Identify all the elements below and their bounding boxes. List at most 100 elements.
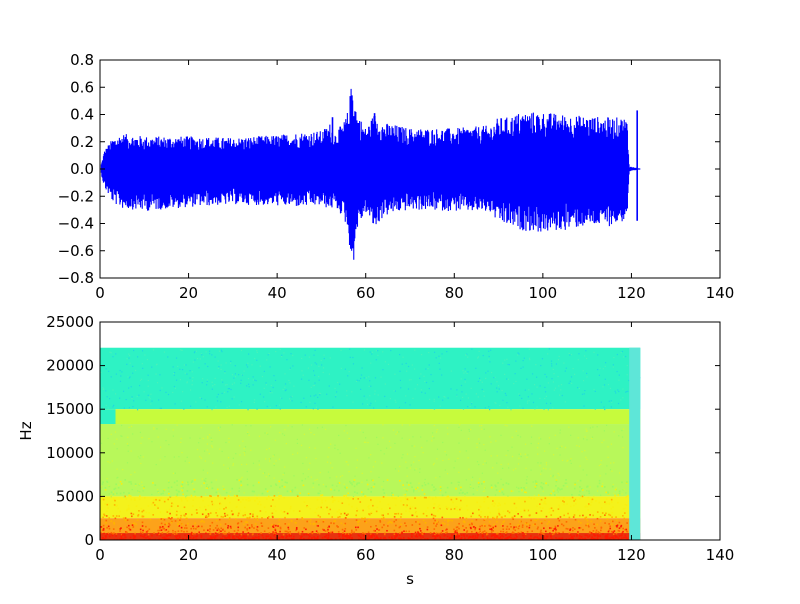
spectrogram-cell <box>493 376 495 379</box>
spectrogram-cell <box>450 388 452 390</box>
spectrogram-cell <box>225 532 227 535</box>
spectrogram-cell <box>322 520 325 523</box>
spectrogram-cell <box>394 373 396 375</box>
spectrogram-cell <box>168 443 170 446</box>
spectrogram-cell <box>397 512 400 515</box>
spectrogram-cell <box>185 496 187 498</box>
spectrogram-cell <box>557 487 560 490</box>
spectrogram-cell <box>132 372 134 374</box>
spectrogram-cell <box>501 491 504 494</box>
spectrogram-cell <box>121 371 123 373</box>
spectrogram-cell <box>132 534 135 537</box>
spectrogram-cell <box>489 409 491 411</box>
spectrogram-cell <box>527 396 529 398</box>
spectrogram-cell <box>221 450 223 453</box>
spectrogram-cell <box>607 456 609 458</box>
spectrogram-cell <box>607 537 609 540</box>
spectrogram-cell <box>460 378 462 380</box>
spectrogram-cell <box>603 501 606 503</box>
spectrogram-cell <box>552 538 554 540</box>
spectrogram-cell <box>291 395 293 397</box>
spectrogram-cell <box>403 537 405 539</box>
spectrogram-cell <box>570 434 572 436</box>
spectrogram-cell <box>589 504 592 506</box>
spectrogram-cell <box>607 446 609 448</box>
spectrogram-cell <box>520 538 522 540</box>
spectrogram-cell <box>287 528 290 531</box>
spectrogram-cell <box>621 537 623 539</box>
spectrogram-cell <box>614 494 616 497</box>
spectrogram-cell <box>618 435 620 437</box>
spectrogram-cell <box>523 357 525 359</box>
spectrogram-cell <box>479 425 481 427</box>
spectrogram-cell <box>411 364 413 366</box>
spectrogram-cell <box>569 354 571 356</box>
spectrogram-cell <box>405 510 407 512</box>
spectrogram-cell <box>559 432 561 434</box>
spectrogram-cell <box>596 517 599 520</box>
spectrogram-cell <box>130 512 133 515</box>
spectrogram-cell <box>195 401 197 403</box>
spectrogram-cell <box>279 431 281 434</box>
spectrogram-cell <box>493 505 496 507</box>
spectrogram-cell <box>415 468 417 470</box>
spectrogram-cell <box>597 535 599 537</box>
spectrogram-cell <box>182 537 184 540</box>
spectrogram-cell <box>174 387 177 389</box>
spectrogram-cell <box>440 532 443 534</box>
spectrogram-cell <box>269 460 271 462</box>
spectrogram-cell <box>544 386 546 389</box>
spectrogram-cell <box>214 532 217 534</box>
spectrogram-cell <box>538 503 541 505</box>
spectrogram-cell <box>355 447 357 449</box>
spectrogram-cell <box>508 528 511 530</box>
spectrogram-cell <box>496 520 498 523</box>
spectrogram-cell <box>199 437 201 439</box>
spectrogram-cell <box>496 517 498 519</box>
spectrogram-cell <box>347 492 350 495</box>
spectrogram-cell <box>596 485 599 488</box>
spectrogram-cell <box>330 488 332 491</box>
spectrogram-cell <box>498 388 500 390</box>
spectrogram-cell <box>589 486 591 488</box>
spectrogram-cell <box>500 463 502 466</box>
spectrogram-cell <box>322 520 325 522</box>
spectrogram-cell <box>348 370 350 373</box>
spectrogram-cell <box>239 454 241 456</box>
spectrogram-cell <box>379 520 381 522</box>
spectrogram-cell <box>454 460 456 462</box>
spectrogram-cell <box>581 495 584 498</box>
spectrogram-cell <box>445 538 448 540</box>
spectrogram-cell <box>123 407 125 409</box>
spectrogram-cell <box>558 519 561 522</box>
spectrogram-cell <box>338 535 340 538</box>
spectrogram-cell <box>432 535 434 537</box>
y-tick-label: 0.6 <box>70 78 94 96</box>
spectrogram-cell <box>433 462 435 464</box>
spectrogram-cell <box>273 495 276 497</box>
spectrogram-cell <box>540 485 542 488</box>
spectrogram-cell <box>196 526 199 528</box>
spectrogram-cell <box>346 395 348 397</box>
spectrogram-cell <box>104 489 107 491</box>
spectrogram-cell <box>173 385 176 388</box>
spectrogram-cell <box>585 505 587 508</box>
spectrogram-cell <box>123 491 125 494</box>
spectrogram-cell <box>586 486 588 488</box>
spectrogram-cell <box>254 379 256 381</box>
spectrogram-cell <box>228 387 231 390</box>
spectrogram-cell <box>502 525 504 527</box>
spectrogram-cell <box>583 393 585 395</box>
spectrogram-cell <box>609 527 612 530</box>
spectrogram-cell <box>274 439 277 441</box>
spectrogram-cell <box>505 394 507 396</box>
spectrogram-cell <box>375 525 377 527</box>
spectrogram-cell <box>626 495 629 497</box>
spectrogram-cell <box>213 537 216 539</box>
spectrogram-cell <box>383 453 385 455</box>
spectrogram-cell <box>142 487 145 489</box>
spectrogram-cell <box>195 528 197 530</box>
spectrogram-cell <box>323 357 325 360</box>
spectrogram-cell <box>600 538 602 540</box>
spectrogram-cell <box>611 523 613 526</box>
